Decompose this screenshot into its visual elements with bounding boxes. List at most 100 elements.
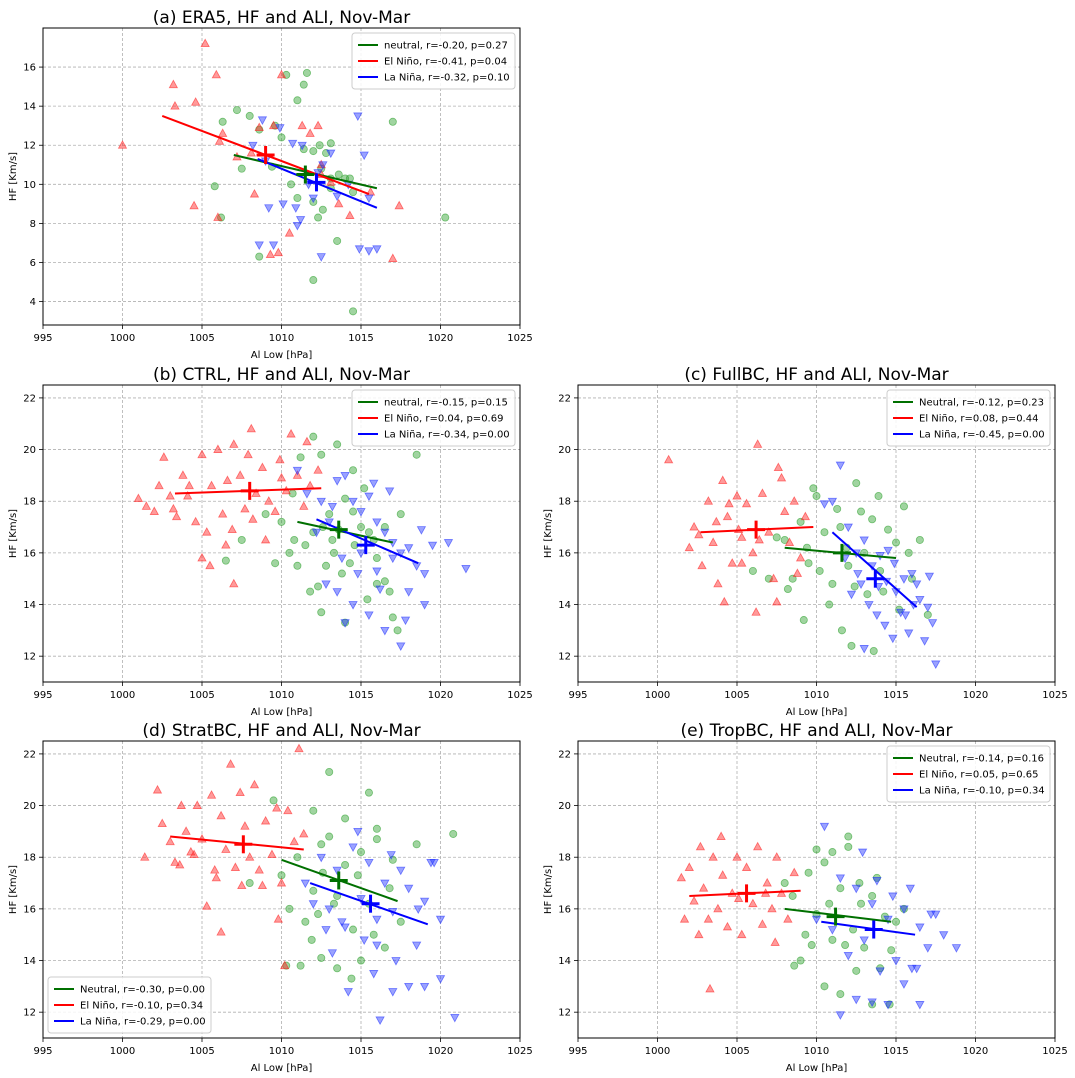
- data-point: [825, 600, 834, 609]
- x-tick-label: 1025: [1042, 690, 1067, 701]
- data-point: [741, 498, 752, 508]
- data-point: [329, 548, 338, 557]
- data-point: [189, 200, 199, 210]
- data-point: [318, 205, 327, 214]
- data-point: [176, 800, 187, 809]
- data-point: [184, 480, 194, 490]
- legend-entry: Neutral, r=-0.30, p=0.00: [80, 985, 205, 996]
- data-point: [819, 500, 830, 509]
- data-point: [267, 849, 277, 859]
- data-point: [899, 502, 908, 511]
- data-point: [836, 884, 845, 893]
- data-point: [334, 170, 343, 179]
- data-point: [343, 988, 353, 997]
- data-point: [229, 578, 239, 588]
- chart-panel-d: 995 1000 1005 1010 1015 1020 1025 12 14 16 18 20 22 A…: [8, 721, 533, 1074]
- series-0-mean-marker: [832, 543, 851, 562]
- data-point: [892, 538, 901, 547]
- data-point: [325, 832, 334, 841]
- data-point: [189, 849, 199, 859]
- data-point: [396, 549, 406, 559]
- data-point: [384, 487, 395, 497]
- data-point: [435, 915, 446, 925]
- data-point: [369, 479, 379, 489]
- data-point: [796, 956, 805, 965]
- data-point: [380, 943, 389, 952]
- data-point: [305, 128, 315, 137]
- series-2-points: [292, 466, 471, 651]
- x-tick-label: 995: [33, 1046, 52, 1057]
- data-point: [289, 836, 299, 846]
- data-point: [307, 935, 316, 944]
- data-point: [168, 503, 179, 513]
- x-tick-label: 1025: [507, 1046, 532, 1057]
- data-point: [275, 124, 285, 133]
- chart-panel-b: 995 1000 1005 1010 1015 1020 1025 12 14 16 18 20 22 A…: [8, 365, 533, 718]
- data-point: [235, 470, 245, 479]
- data-point: [273, 247, 283, 257]
- data-point: [828, 579, 837, 588]
- data-point: [306, 587, 315, 596]
- x-tick-label: 995: [568, 690, 587, 701]
- data-point: [899, 575, 909, 584]
- data-point: [369, 970, 379, 979]
- data-point: [317, 608, 326, 617]
- data-point: [257, 880, 268, 890]
- data-point: [341, 494, 350, 503]
- data-point: [400, 616, 411, 626]
- data-point: [788, 891, 797, 900]
- data-point: [154, 480, 164, 490]
- data-point: [245, 111, 254, 120]
- data-point: [321, 926, 331, 935]
- data-point: [380, 577, 389, 586]
- data-point: [684, 542, 694, 552]
- data-point: [835, 874, 846, 884]
- data-point: [388, 613, 397, 622]
- data-point: [363, 595, 372, 604]
- data-point: [923, 603, 933, 613]
- x-tick-label: 1010: [269, 333, 294, 344]
- data-point: [784, 537, 795, 546]
- y-axis-label: HF [Km/s]: [543, 509, 554, 558]
- chart-title: (d) StratBC, HF and ALI, Nov-Mar: [142, 721, 420, 741]
- data-point: [221, 844, 231, 853]
- data-point: [899, 905, 909, 915]
- data-point: [754, 534, 764, 544]
- y-tick-label: 22: [23, 393, 36, 404]
- data-point: [359, 151, 369, 161]
- data-point: [883, 915, 893, 925]
- data-point: [801, 930, 810, 939]
- legend: Neutral, r=-0.14, p=0.16 El Niño, r=0.05,…: [886, 745, 1051, 803]
- data-point: [396, 917, 405, 926]
- data-point: [391, 957, 401, 966]
- y-tick-label: 8: [30, 219, 36, 230]
- data-point: [268, 120, 279, 130]
- data-point: [443, 539, 454, 548]
- x-tick-label: 1005: [724, 690, 749, 701]
- data-point: [316, 159, 326, 169]
- data-point: [168, 79, 179, 89]
- y-tick-label: 20: [23, 801, 36, 812]
- data-point: [280, 960, 290, 970]
- data-point: [757, 488, 768, 497]
- data-point: [295, 216, 306, 225]
- data-point: [211, 872, 221, 882]
- data-point: [190, 97, 201, 106]
- data-point: [364, 858, 374, 868]
- series-2-mean-marker: [307, 173, 326, 192]
- data-point: [210, 182, 219, 191]
- data-point: [345, 559, 354, 568]
- data-point: [309, 432, 318, 441]
- data-point: [684, 862, 694, 871]
- data-point: [864, 601, 874, 610]
- data-point: [192, 800, 202, 809]
- data-point: [333, 236, 342, 245]
- legend-entry: Neutral, r=-0.12, p=0.23: [919, 398, 1044, 409]
- legend-entry: neutral, r=-0.15, p=0.15: [384, 398, 508, 409]
- data-point: [372, 915, 382, 925]
- data-point: [770, 937, 780, 946]
- data-point: [809, 484, 818, 493]
- data-point: [214, 136, 225, 145]
- data-point: [293, 561, 302, 570]
- data-point: [892, 917, 901, 926]
